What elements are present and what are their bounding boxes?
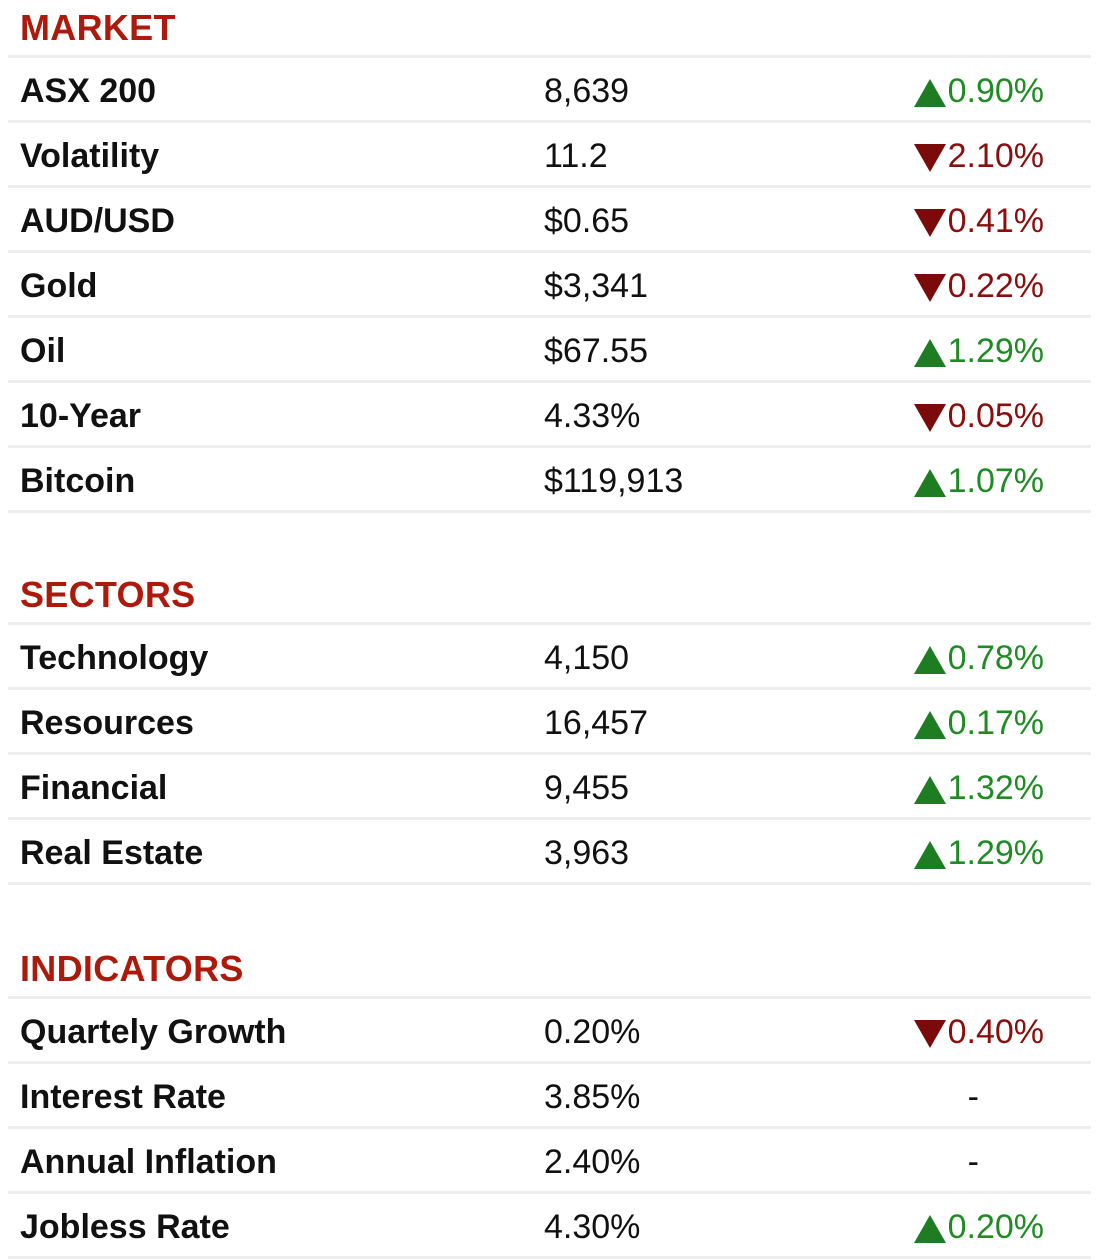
row-label: Bitcoin (20, 462, 136, 500)
table-row: Resources 16,457 0.17% (8, 690, 1091, 755)
row-label: Technology (20, 639, 209, 677)
row-change: 1.29% (913, 834, 1044, 873)
section-sectors: SECTORS Technology 4,150 0.78% Resources… (8, 567, 1091, 885)
row-value: 3.85% (544, 1078, 641, 1116)
row-value: $0.65 (544, 202, 630, 240)
triangle-down-icon (913, 208, 946, 237)
triangle-up-icon (913, 710, 946, 739)
change-value: 1.29% (947, 332, 1044, 370)
row-change: 0.40% (913, 1013, 1044, 1052)
change-value: 1.29% (947, 834, 1044, 872)
row-change: 0.17% (913, 704, 1044, 743)
row-value: 11.2 (544, 137, 608, 175)
section-title: INDICATORS (8, 941, 1091, 999)
row-value: 4.33% (544, 397, 641, 435)
row-change: - (968, 1078, 979, 1117)
triangle-up-icon (913, 338, 946, 367)
row-value: $3,341 (544, 267, 648, 305)
table-row: Financial 9,455 1.32% (8, 755, 1091, 820)
triangle-up-icon (913, 840, 946, 869)
row-label: Quartely Growth (20, 1013, 287, 1051)
row-label: ASX 200 (20, 72, 157, 110)
row-label: Resources (20, 704, 194, 742)
row-label: Financial (20, 769, 168, 807)
change-value: 0.22% (947, 267, 1044, 305)
table-row: Oil $67.55 1.29% (8, 318, 1091, 383)
change-value: - (967, 1078, 979, 1116)
row-change: - (968, 1143, 979, 1182)
row-label: Real Estate (20, 834, 204, 872)
table-row: Real Estate 3,963 1.29% (8, 820, 1091, 885)
row-label: AUD/USD (20, 202, 175, 240)
change-value: 0.05% (947, 397, 1044, 435)
triangle-up-icon (913, 78, 946, 107)
row-change: 0.78% (913, 639, 1044, 678)
row-value: 0.20% (544, 1013, 641, 1051)
triangle-up-icon (913, 1214, 946, 1243)
table-row: Technology 4,150 0.78% (8, 625, 1091, 690)
triangle-down-icon (913, 273, 946, 302)
change-value: 2.10% (947, 137, 1044, 175)
section-spacer (0, 513, 1106, 567)
row-value: 3,963 (544, 834, 630, 872)
row-change: 0.90% (913, 72, 1044, 111)
section-spacer (0, 885, 1106, 941)
change-value: 0.17% (947, 704, 1044, 742)
change-value: 0.78% (947, 639, 1044, 677)
change-value: 0.40% (947, 1013, 1044, 1051)
table-row: Bitcoin $119,913 1.07% (8, 448, 1091, 513)
row-value: $119,913 (544, 462, 684, 500)
row-label: Jobless Rate (20, 1208, 230, 1246)
row-value: 8,639 (544, 72, 630, 110)
section-title: MARKET (8, 0, 1091, 58)
triangle-down-icon (913, 143, 946, 172)
triangle-down-icon (913, 1019, 946, 1048)
row-label: Gold (20, 267, 98, 305)
row-value: 4.30% (544, 1208, 641, 1246)
table-row: Interest Rate 3.85% - (8, 1064, 1091, 1129)
row-value: $67.55 (544, 332, 648, 370)
triangle-down-icon (913, 403, 946, 432)
change-value: 0.41% (947, 202, 1044, 240)
row-change: 1.32% (913, 769, 1044, 808)
triangle-up-icon (913, 775, 946, 804)
change-value: 0.20% (947, 1208, 1044, 1246)
section-title: SECTORS (8, 567, 1091, 625)
row-label: Interest Rate (20, 1078, 226, 1116)
change-value: - (967, 1143, 979, 1181)
row-change: 0.05% (913, 397, 1044, 436)
table-row: Volatility 11.2 2.10% (8, 123, 1091, 188)
section-market: MARKET ASX 200 8,639 0.90% Volatility 11… (8, 0, 1091, 513)
row-change: 0.41% (913, 202, 1044, 241)
table-row: AUD/USD $0.65 0.41% (8, 188, 1091, 253)
table-row: ASX 200 8,639 0.90% (8, 58, 1091, 123)
row-change: 0.22% (913, 267, 1044, 306)
row-label: Volatility (20, 137, 160, 175)
change-value: 1.07% (947, 462, 1044, 500)
row-change: 1.07% (913, 462, 1044, 501)
section-indicators: INDICATORS Quartely Growth 0.20% 0.40% I… (8, 941, 1091, 1259)
triangle-up-icon (913, 468, 946, 497)
row-value: 4,150 (544, 639, 630, 677)
row-change: 2.10% (913, 137, 1044, 176)
table-row: Gold $3,341 0.22% (8, 253, 1091, 318)
table-row: Annual Inflation 2.40% - (8, 1129, 1091, 1194)
row-change: 1.29% (913, 332, 1044, 371)
row-label: Oil (20, 332, 66, 370)
table-row: 10-Year 4.33% 0.05% (8, 383, 1091, 448)
row-label: Annual Inflation (20, 1143, 277, 1181)
change-value: 1.32% (947, 769, 1044, 807)
row-label: 10-Year (20, 397, 141, 435)
row-value: 9,455 (544, 769, 630, 807)
row-value: 2.40% (544, 1143, 641, 1181)
triangle-up-icon (913, 645, 946, 674)
row-change: 0.20% (913, 1208, 1044, 1247)
row-value: 16,457 (544, 704, 648, 742)
table-row: Quartely Growth 0.20% 0.40% (8, 999, 1091, 1064)
table-row: Jobless Rate 4.30% 0.20% (8, 1194, 1091, 1259)
change-value: 0.90% (947, 72, 1044, 110)
